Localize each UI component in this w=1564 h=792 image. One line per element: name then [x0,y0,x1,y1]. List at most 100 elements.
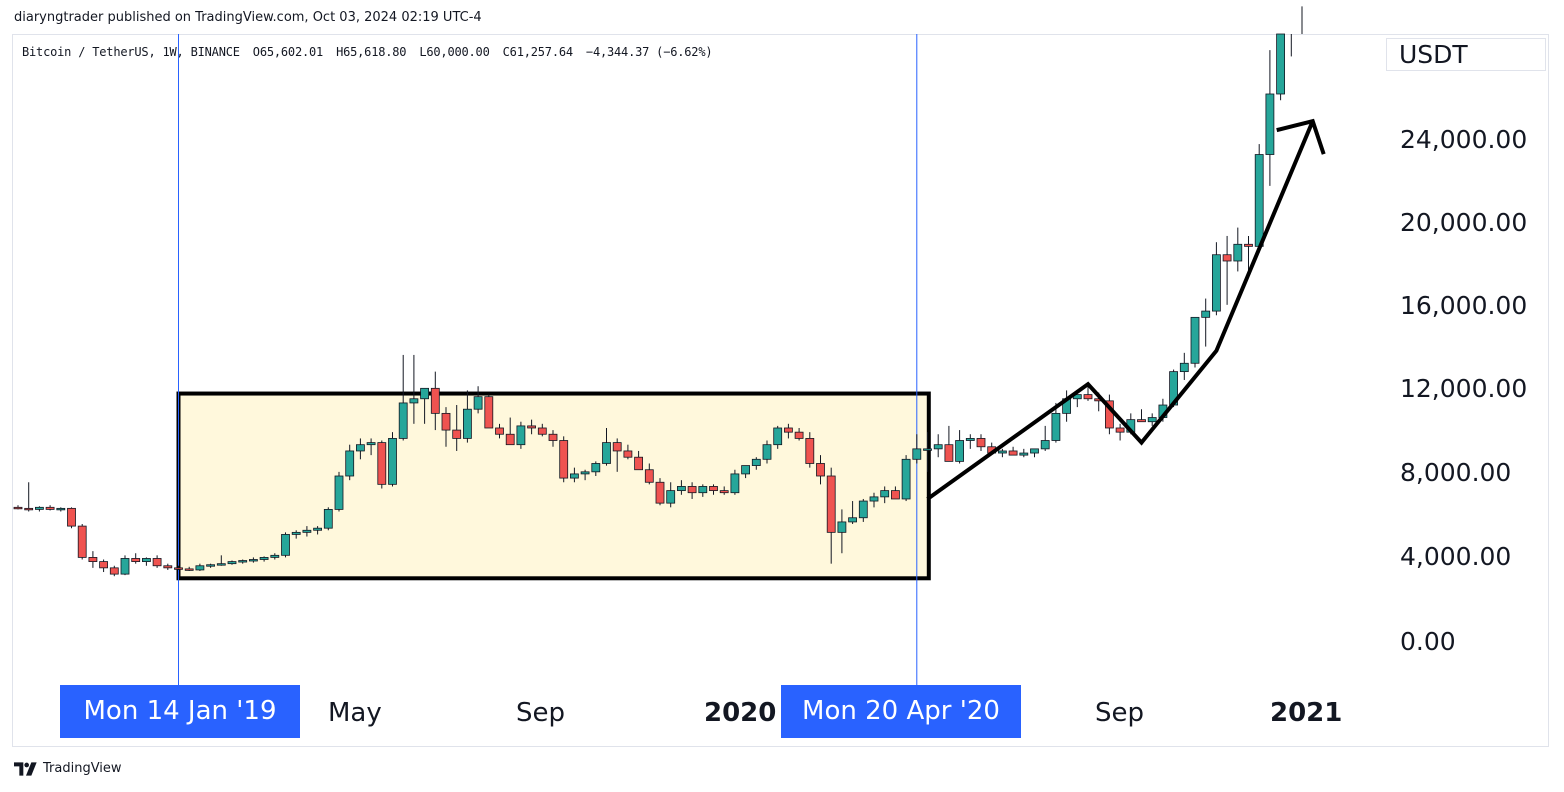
candle [1147,413,1157,426]
candle [1254,144,1264,253]
candle [67,507,76,529]
y-tick-label: 8,000.00 [1400,458,1512,487]
x-tick-label: Sep [1095,698,1145,728]
candle [141,557,151,566]
candle-body [709,486,718,492]
legend-high: H65,618.80 [336,45,407,59]
candle [163,563,173,570]
candle [719,486,729,495]
candle [473,386,483,414]
candle-body [644,469,654,483]
candle [923,432,932,472]
candle [837,509,847,554]
candle-body [1115,427,1125,433]
candle [623,444,633,460]
candle [955,430,964,464]
candle [965,434,975,449]
candle [655,478,665,506]
candle [452,405,462,451]
candle [270,553,280,560]
candle-body [484,396,494,429]
candle-body [388,438,397,485]
candle [805,432,815,468]
currency-label[interactable]: USDT [1386,38,1546,71]
candle-body [227,561,237,565]
x-tick-label: 2020 [704,698,777,728]
candle [1019,448,1029,458]
candle [216,555,226,566]
x-tick-label: 2021 [1270,698,1343,728]
candle [1105,394,1114,435]
candle-body [163,565,173,569]
candle-body [109,567,119,575]
candle [998,448,1007,458]
legend-close: C61,257.64 [502,45,573,59]
candle [687,482,697,499]
candle-body [366,442,376,446]
candle [109,565,119,577]
candle [174,565,183,570]
candle [559,436,569,483]
candle [751,457,761,470]
candle-body [1276,33,1285,95]
candle [495,423,504,439]
candle-body [398,402,408,439]
candle [741,465,750,479]
candle [1040,425,1050,451]
candle-body [452,429,462,439]
candle-body [570,473,579,479]
candle-body [848,517,857,523]
candle [99,559,108,573]
legend-low: L60,000.00 [419,45,490,59]
consolidation-range-box [176,391,931,581]
candle [1030,448,1039,458]
candle-body [516,425,526,446]
candle-body [77,525,87,558]
date-marker-label: Mon 20 Apr '20 [781,685,1021,738]
candle-body [730,473,740,494]
tradingview-logo-icon [14,761,37,776]
candle [45,505,55,511]
candle-body [216,563,226,566]
arrowhead-icon [1276,118,1326,155]
candle-body [1222,254,1232,262]
candle-body [174,567,183,570]
x-tick-label: May [328,698,382,728]
candle [762,440,772,464]
candle [869,492,879,508]
candle [1244,235,1253,276]
candle-body [655,481,665,504]
chart-pane[interactable] [12,34,1549,747]
candle-body [184,568,194,571]
candle [505,417,515,446]
candle-body [1190,316,1200,364]
candle-body [430,387,440,414]
candle [1212,242,1221,316]
candle-body [270,554,280,558]
candle-body [302,529,312,533]
candle-body [1051,412,1061,441]
candle-body [944,444,954,462]
candle [537,423,547,437]
candle [184,566,194,571]
candle [944,425,954,462]
candle-body [355,444,365,452]
candle [1233,227,1243,272]
candle [891,486,900,500]
candle [377,440,387,489]
candle-body [527,425,536,429]
footer-brand: TradingView [43,761,122,776]
candle [634,450,643,471]
candle [441,407,451,447]
candle-body [67,507,76,527]
candle-body [377,442,387,485]
candle [248,557,258,563]
candle-body [120,558,130,575]
candle-body [334,475,344,510]
symbol-legend: Bitcoin / TetherUS, 1W, BINANCE O65,602.… [22,45,718,59]
candle-body [773,427,783,446]
candle [698,484,708,497]
candle [1276,33,1285,101]
candle [1072,394,1082,408]
